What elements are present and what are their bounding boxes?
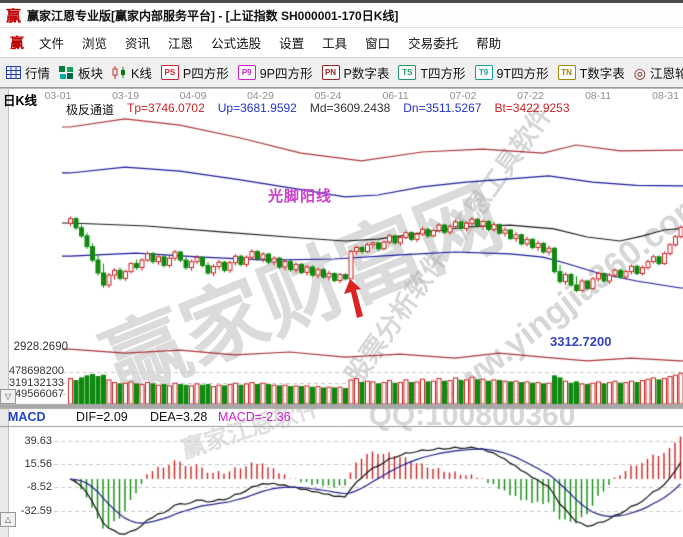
toolbar-label: T数字表 (579, 67, 625, 81)
date-tick: 03-19 (112, 90, 139, 102)
expand-macd-button[interactable]: △ (0, 512, 16, 527)
menu-item-settings[interactable]: 设置 (279, 37, 305, 51)
toolbar-label: 9P四方形 (259, 67, 313, 81)
menu-item-file[interactable]: 文件 (39, 37, 65, 51)
toolbar: 行情 板块 K线 PS P四方形 P9 9P四方形 PN P数字表 TS T四方形 T9 9T四方形 TN… (0, 58, 683, 88)
toolbar-item-9p-square[interactable]: P9 9P四方形 (237, 63, 313, 82)
date-tick: 07-02 (449, 90, 477, 102)
9p-square-icon: P9 (237, 65, 256, 80)
toolbar-item-t-square[interactable]: TS T四方形 (398, 63, 466, 82)
indicator-value: Bt=3422.9253 (494, 101, 570, 115)
macd-axis-label: 39.63 (24, 435, 52, 447)
macd-dif-value: DIF=2.09 (76, 410, 128, 424)
annotation-bare-foot-yang-line: 光脚阳线 (268, 188, 333, 205)
toolbar-item-kline[interactable]: K线 (112, 63, 152, 82)
blocks-icon (59, 66, 74, 79)
macd-axis-label: 15.56 (24, 458, 52, 470)
volume-axis-label: 149566067 (8, 388, 64, 400)
9t-square-icon: T9 (474, 65, 493, 80)
indicator-value: Tp=3746.0702 (127, 101, 205, 115)
date-tick: 06-11 (382, 90, 409, 102)
pane-label: 日K线 (3, 94, 38, 108)
t-square-icon: TS (398, 65, 417, 80)
menu-item-help[interactable]: 帮助 (476, 37, 502, 51)
toolbar-item-9t-square[interactable]: T9 9T四方形 (474, 63, 549, 82)
app-logo-icon: 赢 (6, 7, 22, 25)
grid-icon (6, 66, 21, 79)
kline-icon (112, 66, 127, 79)
p-square-icon: PS (160, 65, 179, 80)
t-table-icon: TN (557, 65, 576, 80)
menu-item-trade[interactable]: 交易委托 (408, 37, 459, 51)
macd-axis-label: -8.52 (26, 481, 52, 493)
toolbar-label: P数字表 (343, 67, 390, 81)
window-title: 赢家江恩专业版[赢家内部服务平台] - [上证指数 SH000001-170日K… (27, 8, 399, 23)
macd-bar-value: MACD=-2.36 (218, 410, 291, 424)
indicator-name: 极反通道 (66, 103, 115, 117)
toolbar-item-quotes[interactable]: 行情 (6, 63, 50, 82)
title-bar: 赢 赢家江恩专业版[赢家内部服务平台] - [上证指数 SH000001-170… (0, 0, 683, 28)
macd-header: MACD DIF=2.09 DEA=3.28 MACD=-2.36 (0, 410, 683, 426)
menu-item-browse[interactable]: 浏览 (82, 37, 108, 51)
menu-item-news[interactable]: 资讯 (125, 37, 151, 51)
indicator-value: Md=3609.2438 (309, 101, 391, 115)
date-tick: 04-09 (179, 90, 207, 102)
toolbar-label: P四方形 (182, 67, 229, 81)
date-tick: 05-24 (314, 90, 342, 102)
macd-axis-label: -32.59 (20, 505, 52, 517)
price-label-bt: 2928.2690 (13, 341, 68, 353)
toolbar-label: T四方形 (420, 67, 466, 81)
menu-item-window[interactable]: 窗口 (365, 37, 391, 51)
toolbar-item-p-table[interactable]: PN P数字表 (321, 63, 390, 82)
wheel-icon: ◎ (633, 64, 646, 81)
date-tick: 04-29 (247, 90, 274, 102)
toolbar-item-gann-wheel[interactable]: ◎江恩轮 (634, 63, 683, 82)
indicator-value: Up=3681.9592 (217, 101, 297, 115)
chart-area[interactable]: 赢家财富网www.yingjia360.com股票分析软件江恩工具软件QQ:10… (0, 88, 683, 537)
date-tick: 08-11 (584, 90, 612, 102)
collapse-volume-button[interactable]: ▽ (0, 389, 16, 404)
menu-bar: 赢 文件 浏览 资讯 江恩 公式选股 设置 工具 窗口 交易委托 帮助 (0, 28, 683, 58)
toolbar-item-p-square[interactable]: PS P四方形 (160, 63, 229, 82)
toolbar-item-t-table[interactable]: TN T数字表 (557, 63, 625, 82)
arrow-annotation-icon (344, 279, 363, 318)
toolbar-item-sectors[interactable]: 板块 (59, 63, 103, 82)
menu-logo-icon: 赢 (10, 34, 24, 51)
price-label-dn: 3312.7200 (550, 334, 612, 349)
volume-axis-label: 478698200 (8, 365, 64, 377)
toolbar-label: 行情 (25, 67, 51, 81)
menu-item-formula-picker[interactable]: 公式选股 (211, 37, 262, 51)
indicator-value: Dn=3511.5267 (403, 101, 482, 115)
toolbar-label: 板块 (78, 67, 104, 81)
toolbar-label: 9T四方形 (496, 67, 549, 81)
menu-item-gann[interactable]: 江恩 (168, 37, 194, 51)
kline-chart-canvas[interactable] (0, 89, 683, 537)
toolbar-label: K线 (131, 67, 152, 81)
toolbar-label: 江恩轮 (649, 67, 683, 81)
macd-dea-value: DEA=3.28 (150, 410, 208, 424)
volume-axis-label: 319132133 (8, 377, 64, 389)
p-table-icon: PN (321, 65, 340, 80)
indicator-header: 极反通道 Tp=3746.0702 Up=3681.9592 Md=3609.2438… (66, 101, 570, 118)
menu-item-tools[interactable]: 工具 (322, 37, 348, 51)
date-tick: 03-01 (44, 90, 72, 102)
macd-title: MACD (8, 410, 46, 424)
date-tick: 08-31 (652, 90, 679, 102)
date-tick: 07-22 (517, 90, 544, 102)
